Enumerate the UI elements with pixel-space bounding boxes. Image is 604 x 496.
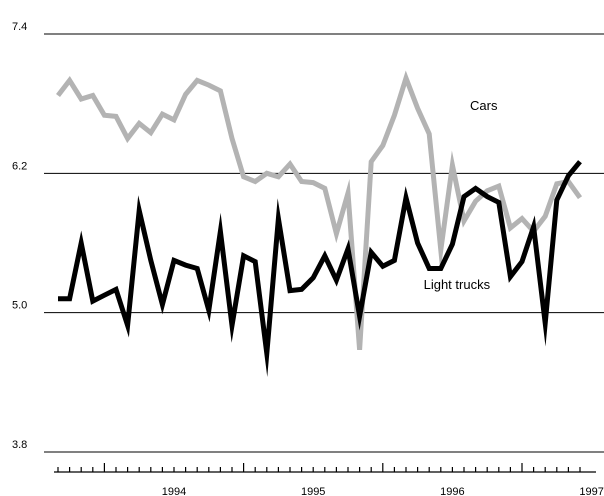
x-tick-label-1995: 1995	[301, 486, 325, 496]
x-tick-label-1994: 1994	[162, 486, 186, 496]
series-label-cars: Cars	[470, 98, 498, 113]
x-tick-label-1997: 1997	[579, 486, 603, 496]
y-tick-label: 7.4	[12, 21, 27, 33]
series-line-light-trucks	[58, 160, 582, 377]
series-line-cars	[56, 70, 583, 350]
y-axis-ticks: 7.4 6.2 5.0 3.8	[12, 21, 27, 451]
x-tick-label-1996: 1996	[440, 486, 464, 496]
x-axis: 1994 1995 1996 1997	[54, 463, 604, 496]
y-tick-label: 3.8	[12, 439, 27, 451]
y-tick-label: 6.2	[12, 160, 27, 172]
y-tick-label: 5.0	[12, 300, 27, 312]
series-labels: Cars Light trucks	[424, 98, 498, 292]
series-label-light-trucks: Light trucks	[424, 277, 491, 292]
gridlines	[44, 33, 604, 453]
series-lines	[56, 70, 583, 377]
